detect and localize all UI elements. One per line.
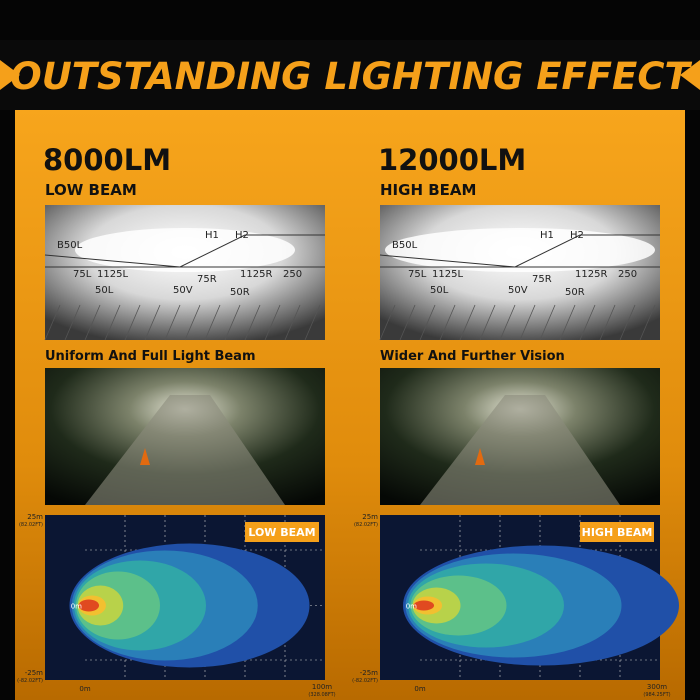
- hatch: [639, 304, 656, 341]
- pattern-label: 1125L: [97, 269, 128, 280]
- hatch: [539, 304, 556, 341]
- badge: [245, 522, 319, 542]
- lumen: 12000LM: [378, 143, 526, 177]
- pattern-label: 50R: [565, 287, 585, 298]
- y-label: 0m: [406, 603, 417, 611]
- illumination-zone: [413, 600, 435, 611]
- pattern-label: 250: [283, 269, 302, 280]
- hatch: [104, 304, 121, 341]
- hatch: [44, 304, 61, 341]
- hatch: [244, 304, 261, 341]
- road: [85, 395, 285, 505]
- hatch: [144, 304, 161, 341]
- header-band: [0, 40, 700, 110]
- cone: [140, 448, 150, 465]
- hatch: [304, 304, 321, 341]
- hatch: [64, 304, 81, 341]
- chevron: [0, 60, 20, 90]
- x-label: 0m: [79, 685, 90, 693]
- hatch: [184, 304, 201, 341]
- hatch: [84, 304, 101, 341]
- beam-pattern: [45, 205, 325, 340]
- pattern-label: H2: [235, 230, 249, 241]
- illumination-zone: [78, 599, 100, 612]
- cone: [475, 448, 485, 465]
- cutoff-line: [379, 234, 660, 268]
- x-label: (328.08FT): [308, 692, 335, 698]
- pattern-label: 75R: [532, 274, 552, 285]
- x-label: 100m: [312, 683, 332, 691]
- pattern-label: 1125R: [240, 269, 272, 280]
- badge-text: LOW BEAM: [248, 526, 315, 539]
- x-label: (984.25FT): [643, 692, 670, 698]
- y-label: -25m: [25, 669, 43, 677]
- y-label: (82.02FT): [354, 522, 378, 528]
- hatch: [264, 304, 281, 341]
- pattern-label: B50L: [57, 240, 83, 251]
- lumen: 8000LM: [43, 143, 171, 177]
- pattern-label: B50L: [392, 240, 418, 251]
- caption: Uniform And Full Light Beam: [45, 349, 256, 364]
- pattern-label: 250: [618, 269, 637, 280]
- hatch: [284, 304, 301, 341]
- x-label: 300m: [647, 683, 667, 691]
- pattern-label: 1125R: [575, 269, 607, 280]
- badge-text: HIGH BEAM: [582, 526, 653, 539]
- y-label: (-82.02FT): [17, 678, 43, 684]
- hatch: [559, 304, 576, 341]
- pattern-label: H2: [570, 230, 584, 241]
- cutoff-line: [44, 234, 325, 268]
- hatch: [164, 304, 181, 341]
- y-label: 25m: [27, 513, 43, 521]
- hatch: [224, 304, 241, 341]
- hatch: [599, 304, 616, 341]
- badge: [580, 522, 654, 542]
- hatch: [419, 304, 436, 341]
- hatch: [619, 304, 636, 341]
- pattern-label: 50R: [230, 287, 250, 298]
- pattern-label: 1125L: [432, 269, 463, 280]
- y-label: 0m: [71, 603, 82, 611]
- road: [420, 395, 620, 505]
- hatch: [499, 304, 516, 341]
- pattern-label: 75L: [73, 269, 92, 280]
- hatch: [479, 304, 496, 341]
- pattern-label: 75L: [408, 269, 427, 280]
- pattern-label: H1: [205, 230, 219, 241]
- y-label: (82.02FT): [19, 522, 43, 528]
- pattern-label: 50L: [95, 285, 114, 296]
- beam-type: LOW BEAM: [45, 181, 137, 199]
- pattern-label: 50L: [430, 285, 449, 296]
- pattern-label: H1: [540, 230, 554, 241]
- y-label: 25m: [362, 513, 378, 521]
- hatch: [459, 304, 476, 341]
- beam-pattern: [380, 205, 660, 340]
- beam-hotspot: [75, 228, 295, 272]
- pattern-label: 50V: [173, 285, 193, 296]
- pattern-label: 50V: [508, 285, 528, 296]
- hatch: [124, 304, 141, 341]
- hatch: [579, 304, 596, 341]
- caption: Wider And Further Vision: [380, 349, 565, 364]
- chevron: [680, 60, 700, 90]
- y-label: -25m: [360, 669, 378, 677]
- hatch: [519, 304, 536, 341]
- hatch: [204, 304, 221, 341]
- hatch: [399, 304, 416, 341]
- title: OUTSTANDING LIGHTING EFFECT: [10, 55, 692, 98]
- y-label: (-82.02FT): [352, 678, 378, 684]
- beam-type: HIGH BEAM: [380, 181, 476, 199]
- pattern-label: 75R: [197, 274, 217, 285]
- hatch: [379, 304, 396, 341]
- x-label: 0m: [414, 685, 425, 693]
- hatch: [439, 304, 456, 341]
